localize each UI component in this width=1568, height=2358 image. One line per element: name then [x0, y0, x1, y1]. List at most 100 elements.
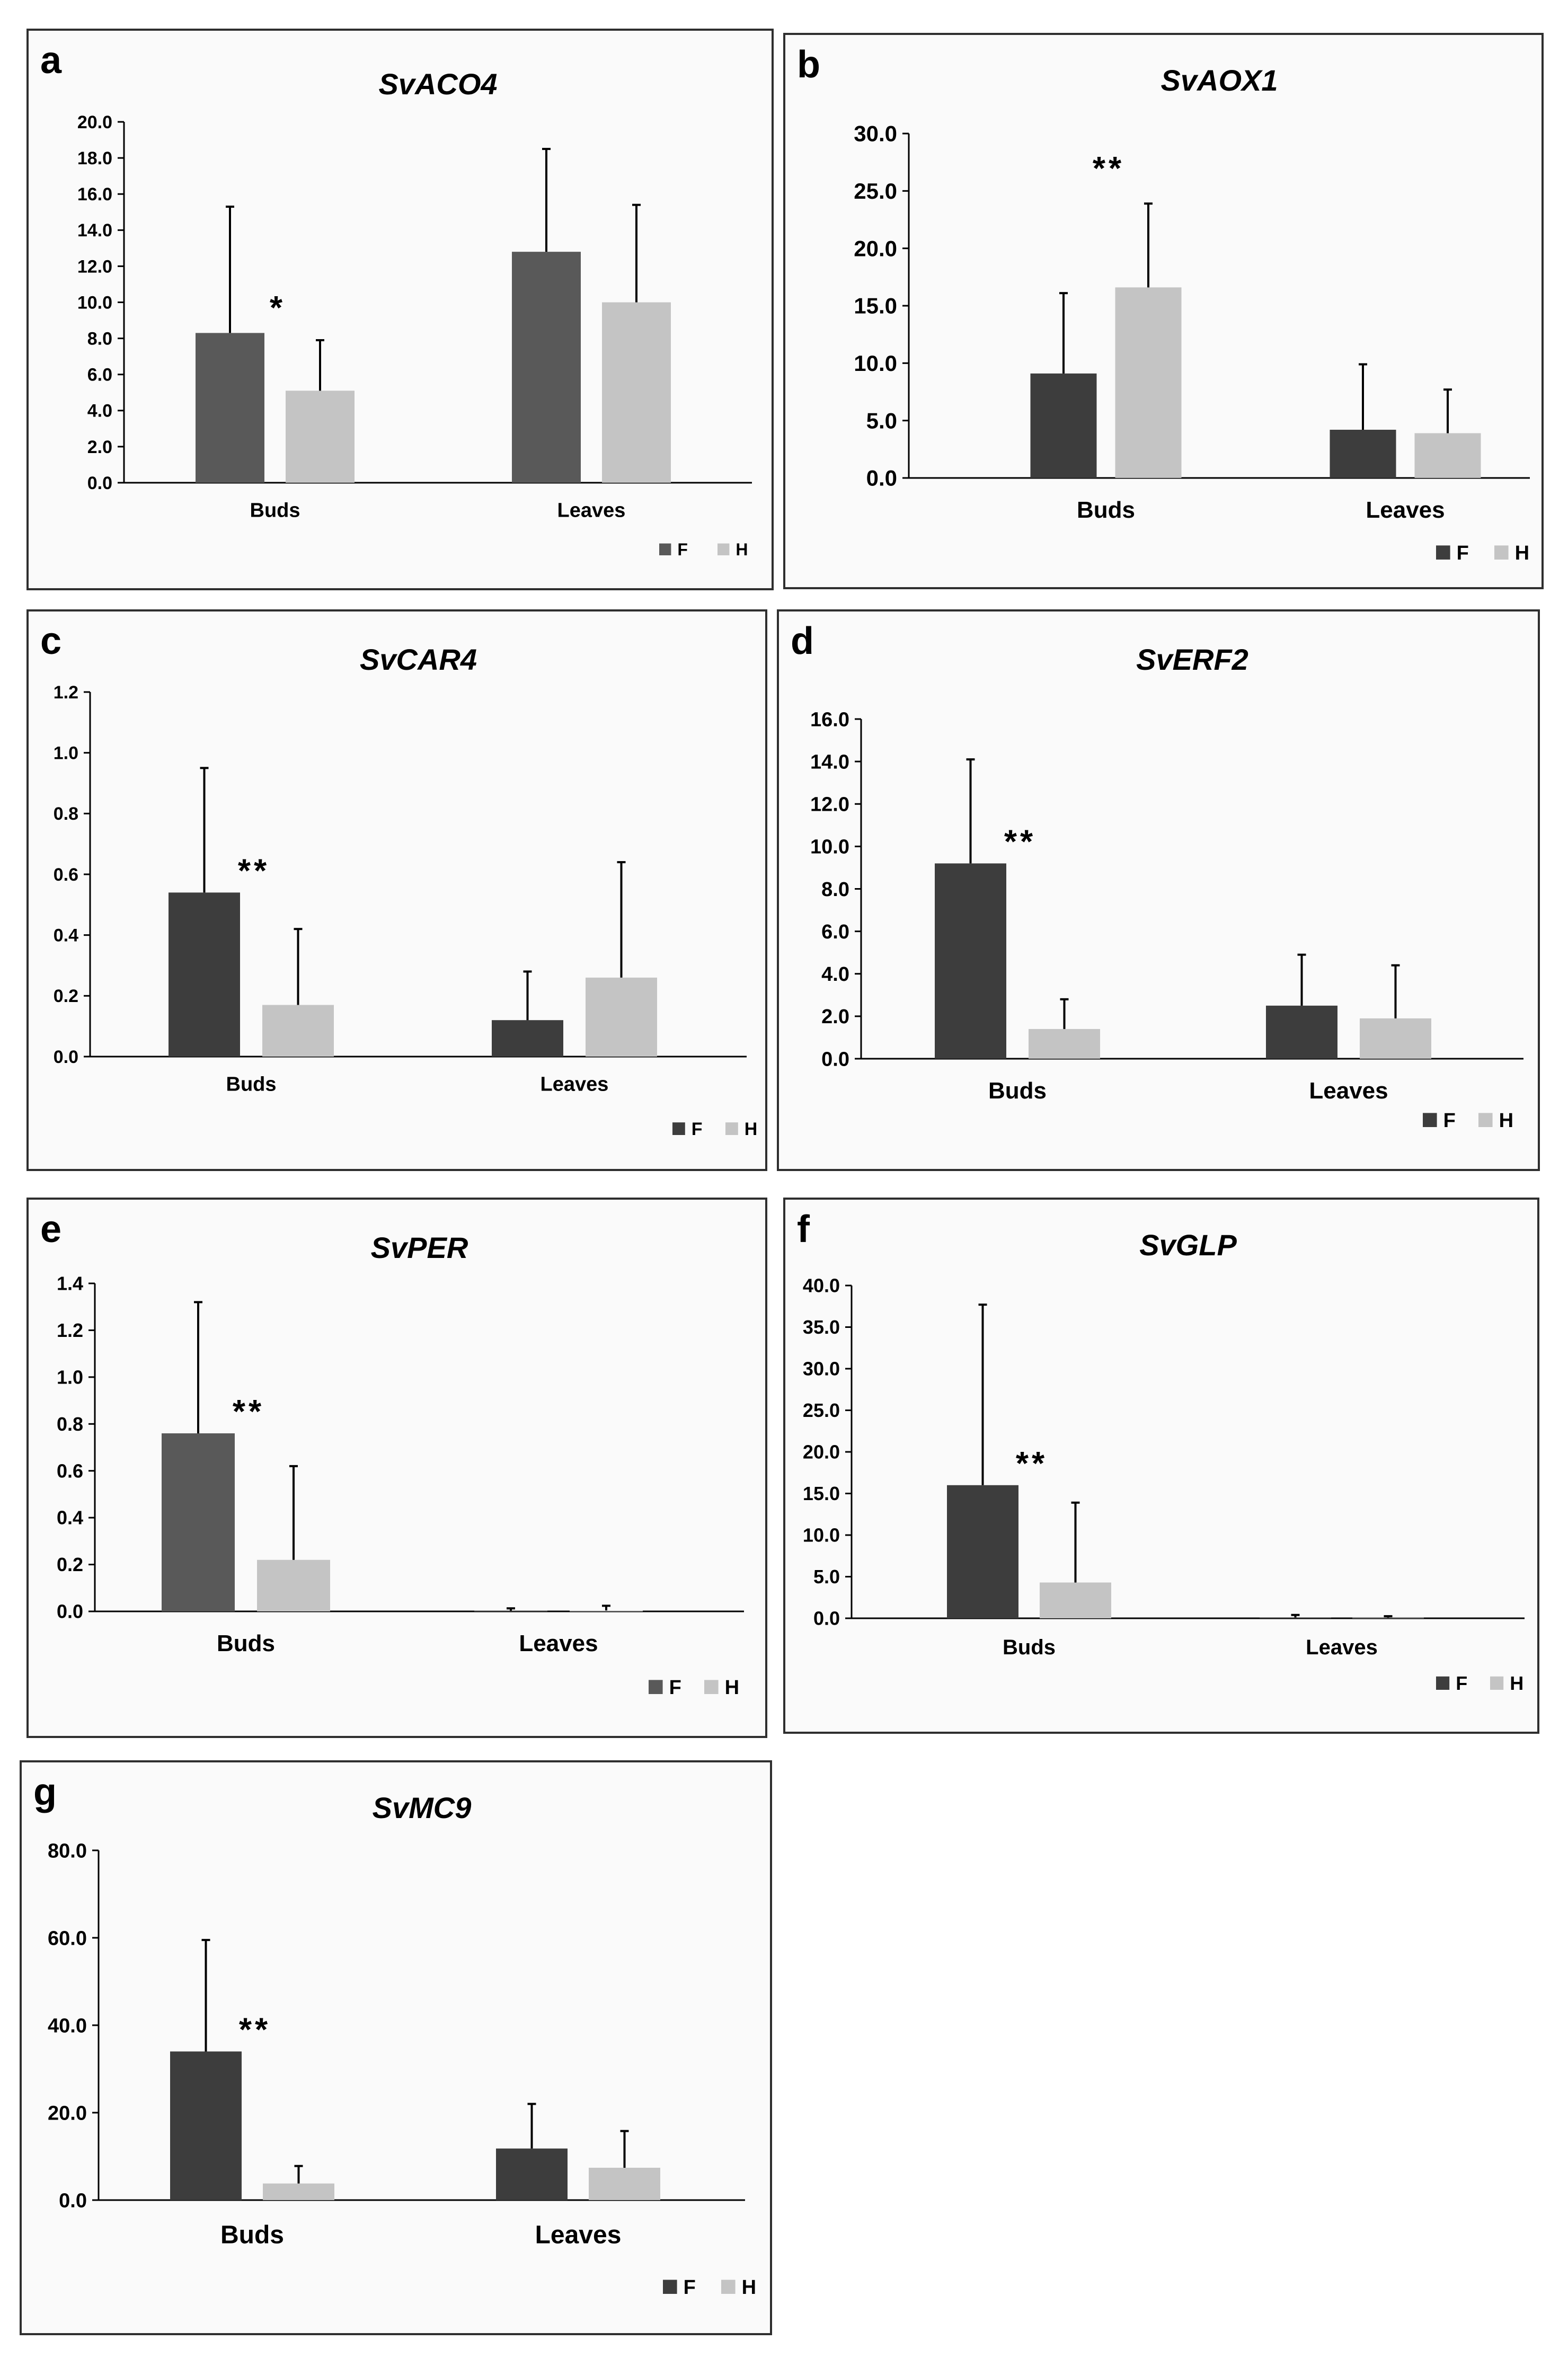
bar-h-buds	[1029, 1029, 1100, 1059]
bar-f-buds	[169, 892, 240, 1057]
y-tick-label: 40.0	[803, 1275, 840, 1297]
y-tick-label: 0.4	[57, 1507, 83, 1529]
chart-title: SvGLP	[1139, 1228, 1237, 1262]
bar-h-leaves	[570, 1610, 643, 1611]
legend-swatch-f	[1436, 1676, 1450, 1690]
x-category-label: Leaves	[557, 500, 626, 522]
y-tick-label: 5.0	[866, 408, 897, 433]
legend-label-f: F	[669, 1677, 681, 1699]
significance-marker: **	[239, 2012, 271, 2049]
bar-h-leaves	[586, 977, 657, 1057]
y-tick-label: 18.0	[77, 148, 112, 169]
legend-label-f: F	[1443, 1110, 1456, 1132]
legend-swatch-f	[659, 543, 671, 555]
y-tick-label: 5.0	[813, 1566, 840, 1588]
chart-svg-f: f SvGLP 0.0 5.0 10.0 15.0 20.0 25.0 30.0 35.0 40.0…	[797, 1208, 1525, 1694]
bar-f-buds	[947, 1485, 1018, 1618]
chart-svg-g: g SvMC9 0.0 20.0 40.0 60.0 80.0 Buds ** Leaves F H	[33, 1771, 756, 2299]
y-tick-label: 1.0	[57, 1366, 83, 1388]
bar-h-buds	[1115, 287, 1182, 478]
y-tick-label: 10.0	[803, 1524, 840, 1546]
legend-label-f: F	[1457, 542, 1469, 564]
panel-letter: a	[40, 39, 62, 82]
bar-f-leaves	[496, 2148, 568, 2200]
y-tick-label: 14.0	[810, 751, 849, 773]
x-category-label: Buds	[1077, 497, 1135, 523]
y-tick-label: 4.0	[821, 963, 849, 986]
bar-h-leaves	[589, 2167, 660, 2200]
y-tick-label: 20.0	[77, 112, 112, 132]
legend-swatch-h	[725, 1122, 738, 1135]
y-tick-label: 10.0	[854, 351, 897, 376]
legend-label-h: H	[742, 2276, 756, 2299]
bar-h-buds	[262, 1005, 334, 1057]
y-tick-label: 0.8	[57, 1413, 83, 1435]
y-tick-label: 0.8	[54, 804, 78, 824]
x-category-label: Leaves	[1306, 1636, 1378, 1659]
y-tick-label: 0.2	[54, 986, 78, 1006]
y-tick-label: 0.6	[54, 865, 78, 885]
chart-panel-g: g SvMC9 0.0 20.0 40.0 60.0 80.0 Buds ** Leaves F H	[20, 1760, 772, 2335]
chart-svg-d: d SvERF2 0.0 2.0 4.0 6.0 8.0 10.0 12.0 14.0 16.0 Bu…	[791, 620, 1523, 1132]
chart-title: SvPER	[371, 1231, 468, 1264]
y-tick-label: 2.0	[821, 1006, 849, 1028]
chart-panel-f: f SvGLP 0.0 5.0 10.0 15.0 20.0 25.0 30.0 35.0 40.0…	[783, 1198, 1539, 1734]
y-tick-label: 12.0	[77, 256, 112, 277]
bar-h-leaves	[602, 302, 671, 483]
y-tick-label: 25.0	[854, 179, 897, 203]
y-tick-label: 15.0	[854, 294, 897, 318]
y-tick-label: 1.2	[54, 682, 78, 703]
legend-label-h: H	[736, 540, 748, 559]
y-tick-label: 12.0	[810, 794, 849, 816]
y-tick-label: 0.0	[54, 1047, 78, 1067]
x-category-label: Leaves	[519, 1630, 598, 1656]
bar-f-buds	[935, 863, 1006, 1059]
y-tick-label: 15.0	[803, 1483, 840, 1504]
bar-h-leaves	[1360, 1018, 1431, 1059]
legend-swatch-h	[704, 1680, 719, 1694]
y-tick-label: 10.0	[810, 836, 849, 858]
y-tick-label: 0.0	[87, 473, 112, 493]
legend-swatch-h	[721, 2280, 736, 2294]
x-category-label: Leaves	[541, 1074, 609, 1096]
legend-label-h: H	[725, 1677, 739, 1699]
legend-swatch-f	[1423, 1113, 1437, 1127]
y-tick-label: 6.0	[821, 921, 849, 943]
significance-marker: **	[233, 1394, 264, 1430]
bar-h-buds	[257, 1559, 330, 1611]
y-tick-label: 16.0	[77, 184, 112, 205]
x-category-label: Leaves	[535, 2221, 622, 2249]
bar-f-buds	[162, 1433, 235, 1611]
chart-title: SvMC9	[373, 1791, 472, 1824]
chart-panel-a: a SvACO4 0.0 2.0 4.0 6.0 8.0 10.0 12.0 14.0 16.0 18…	[26, 29, 774, 590]
chart-title: SvAOX1	[1161, 64, 1278, 97]
y-tick-label: 8.0	[87, 329, 112, 349]
y-tick-label: 2.0	[87, 437, 112, 457]
significance-marker: **	[1093, 150, 1124, 187]
y-tick-label: 14.0	[77, 220, 112, 241]
y-tick-label: 0.6	[57, 1460, 83, 1482]
chart-title: SvCAR4	[360, 643, 477, 676]
x-category-label: Buds	[1003, 1636, 1056, 1659]
y-tick-label: 20.0	[854, 236, 897, 261]
y-tick-label: 0.4	[54, 926, 78, 946]
y-tick-label: 30.0	[803, 1358, 840, 1380]
legend-label-f: F	[684, 2276, 696, 2299]
legend-swatch-h	[1494, 545, 1509, 560]
y-tick-label: 1.4	[57, 1273, 83, 1295]
y-tick-label: 60.0	[48, 1927, 87, 1949]
y-tick-label: 4.0	[87, 401, 112, 421]
significance-marker: *	[270, 290, 286, 326]
x-category-label: Leaves	[1366, 497, 1445, 523]
y-tick-label: 6.0	[87, 365, 112, 385]
panel-letter: g	[33, 1771, 57, 1813]
bar-f-leaves	[1260, 1617, 1331, 1618]
y-tick-label: 20.0	[803, 1441, 840, 1463]
legend-swatch-f	[1436, 545, 1450, 560]
y-tick-label: 0.0	[821, 1048, 849, 1070]
bar-h-buds	[263, 2183, 334, 2200]
bar-f-buds	[170, 2051, 242, 2200]
panel-letter: e	[40, 1208, 61, 1251]
legend-label-h: H	[745, 1119, 758, 1139]
significance-marker: **	[238, 853, 270, 889]
